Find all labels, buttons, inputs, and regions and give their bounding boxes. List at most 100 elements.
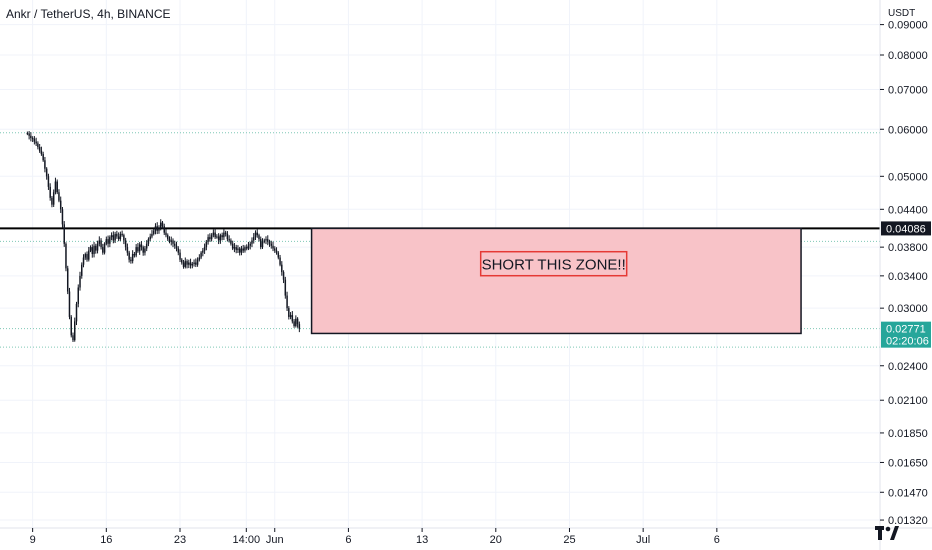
candle-body xyxy=(144,248,146,253)
candle xyxy=(70,315,72,338)
candle xyxy=(166,233,169,241)
candle-body xyxy=(151,233,153,237)
candle xyxy=(288,306,290,320)
candle xyxy=(38,143,41,153)
candle-body xyxy=(228,239,230,241)
short-zone[interactable]: SHORT THIS ZONE!! xyxy=(310,227,802,335)
candle xyxy=(135,244,137,258)
y-tick-label: 0.07000 xyxy=(888,84,928,96)
candle-body xyxy=(93,245,95,255)
badge-price-text: 0.04086 xyxy=(886,223,926,235)
candle xyxy=(147,237,150,247)
candle-body xyxy=(221,235,223,238)
candle xyxy=(140,241,143,251)
candle xyxy=(109,235,111,248)
candle-body xyxy=(38,147,41,151)
candle xyxy=(245,244,248,251)
candle-body xyxy=(42,154,44,161)
candle xyxy=(159,219,162,231)
candle-body xyxy=(212,232,215,236)
y-tick-label: 0.03000 xyxy=(888,303,928,315)
candle-body xyxy=(249,243,251,246)
candle-body xyxy=(291,315,294,322)
candle-body xyxy=(138,244,141,252)
candle xyxy=(163,223,165,235)
candle xyxy=(84,252,87,260)
candle xyxy=(73,317,76,342)
candle-body xyxy=(251,240,253,244)
candle xyxy=(214,228,216,239)
candle xyxy=(47,173,50,190)
candle xyxy=(72,332,74,342)
candle xyxy=(293,319,295,328)
candle-body xyxy=(79,275,81,288)
candle-body xyxy=(233,247,236,249)
candle xyxy=(33,136,36,145)
y-tick-label: 0.02400 xyxy=(888,361,928,373)
candle-body xyxy=(145,243,148,249)
candle-body xyxy=(163,226,165,233)
candle-body xyxy=(277,252,280,258)
candle xyxy=(233,243,236,253)
x-tick-label: Jun xyxy=(266,534,284,546)
candle xyxy=(256,229,258,238)
candle xyxy=(133,251,136,258)
candle xyxy=(209,233,211,242)
candle xyxy=(154,223,157,235)
candle-body xyxy=(298,324,301,329)
candle xyxy=(240,245,243,256)
candle xyxy=(235,244,237,254)
x-tick-label: 6 xyxy=(345,534,351,546)
candle-body xyxy=(272,245,274,249)
candle xyxy=(28,131,30,140)
candle-body xyxy=(44,160,46,169)
candle xyxy=(223,229,225,241)
candle xyxy=(193,259,195,267)
candle-body xyxy=(133,254,136,256)
candle-body xyxy=(177,248,180,253)
x-tick-label: 6 xyxy=(714,534,720,546)
candle-body xyxy=(152,230,155,234)
candle-body xyxy=(195,262,197,265)
candle xyxy=(112,231,115,244)
candle xyxy=(88,246,90,262)
candle xyxy=(182,259,185,269)
candle-body xyxy=(175,245,178,249)
candle xyxy=(93,241,95,258)
x-tick-label: 20 xyxy=(490,534,502,546)
candle xyxy=(37,141,39,150)
candle xyxy=(298,321,301,333)
candle-body xyxy=(109,237,111,244)
candle-body xyxy=(116,233,118,237)
candle xyxy=(95,243,97,254)
candle-body xyxy=(33,138,36,142)
candle xyxy=(267,235,269,246)
candle xyxy=(117,232,120,242)
candle-body xyxy=(126,247,129,253)
candle-body xyxy=(286,295,288,309)
short-zone-rectangle[interactable] xyxy=(310,227,802,335)
candle xyxy=(217,233,220,245)
candle xyxy=(128,250,130,263)
candle-body xyxy=(86,254,88,260)
y-tick-label: 0.02100 xyxy=(888,395,928,407)
candle-body xyxy=(203,247,206,251)
candle xyxy=(186,259,188,269)
candle-body xyxy=(81,264,83,276)
candle-body xyxy=(63,224,65,244)
y-tick-label: 0.01470 xyxy=(888,487,928,499)
candle xyxy=(258,233,260,242)
candle xyxy=(156,222,158,235)
candle-body xyxy=(142,247,144,253)
candle xyxy=(221,232,223,241)
candle-body xyxy=(130,259,132,262)
candle-body xyxy=(217,236,220,241)
y-tick-label: 0.03400 xyxy=(888,271,928,283)
candle-body xyxy=(49,186,51,198)
tradingview-logo-icon xyxy=(875,526,899,540)
candle xyxy=(295,315,297,328)
candle-body xyxy=(161,222,164,227)
